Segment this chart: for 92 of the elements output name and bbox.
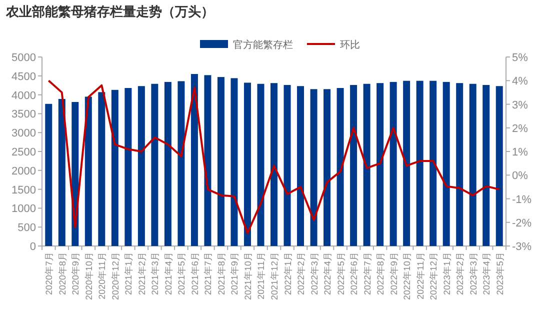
- bar: [416, 80, 424, 246]
- y2-tick-label: 2%: [512, 122, 528, 135]
- x-tick-label: 2020年7月: [44, 252, 54, 296]
- x-tick-label: 2022年5月: [336, 252, 346, 296]
- bar: [138, 86, 145, 246]
- bar: [217, 77, 224, 246]
- bar: [124, 88, 132, 246]
- bar: [284, 84, 291, 246]
- y-tick-label: 500: [18, 222, 36, 234]
- bar: [324, 89, 331, 246]
- y2-tick-label: -3%: [512, 241, 532, 253]
- y2-tick-label: 4%: [512, 76, 528, 88]
- x-tick-label: 2021年7月: [203, 252, 214, 296]
- bar: [244, 82, 251, 246]
- bar: [204, 75, 212, 246]
- x-tick-label: 2023年3月: [468, 252, 478, 296]
- x-tick-label: 2021年9月: [230, 252, 240, 296]
- bar: [98, 92, 106, 246]
- bar: [363, 84, 370, 246]
- y-tick-label: 1000: [12, 203, 36, 216]
- x-tick-label: 2022年2月: [296, 252, 306, 296]
- y-tick-label: 5000: [12, 52, 36, 64]
- y-tick-label: 2000: [12, 165, 36, 178]
- x-tick-label: 2022年10月: [402, 252, 412, 300]
- bar: [151, 84, 158, 246]
- y2-tick-label: 5%: [512, 52, 528, 64]
- x-tick-label: 2022年9月: [388, 252, 399, 296]
- x-tick-label: 2020年11月: [97, 252, 108, 300]
- y-tick-label: 3500: [12, 108, 36, 121]
- x-tick-label: 2021年4月: [163, 252, 174, 296]
- x-tick-label: 2022年1月: [282, 252, 293, 296]
- x-tick-label: 2022年12月: [428, 252, 439, 300]
- bar: [390, 82, 397, 246]
- x-tick-label: 2021年2月: [136, 252, 147, 296]
- bar: [257, 84, 264, 246]
- y2-tick-label: 3%: [512, 99, 528, 112]
- bar: [442, 82, 450, 246]
- y-tick-label: 2500: [12, 146, 36, 158]
- x-tick-label: 2021年10月: [242, 252, 253, 300]
- x-tick-label: 2021年1月: [124, 252, 134, 296]
- x-tick-label: 2021年12月: [270, 252, 280, 300]
- y-tick-label: 1500: [12, 184, 36, 196]
- bar: [190, 74, 198, 246]
- x-tick-label: 2021年3月: [150, 252, 160, 296]
- bar: [469, 84, 476, 246]
- x-tick-label: 2020年10月: [84, 252, 94, 300]
- y-tick-label: 4000: [12, 90, 36, 102]
- bar: [164, 82, 172, 246]
- bar: [111, 90, 118, 246]
- x-tick-label: 2022年7月: [362, 252, 372, 296]
- x-tick-label: 2022年4月: [322, 252, 333, 296]
- bar: [310, 89, 318, 246]
- legend-label: 环比: [340, 39, 360, 51]
- bar: [297, 86, 304, 246]
- x-tick-label: 2020年9月: [70, 252, 81, 296]
- x-tick-label: 2023年1月: [442, 252, 452, 296]
- bar: [456, 83, 464, 246]
- bar: [270, 83, 278, 246]
- bar: [45, 104, 52, 246]
- y2-tick-label: -2%: [512, 217, 532, 230]
- bar: [84, 96, 92, 246]
- legend-label: 官方能繁存栏: [233, 39, 293, 51]
- bar: [496, 86, 503, 246]
- bar: [376, 83, 384, 246]
- bar: [336, 88, 344, 246]
- x-tick-label: 2021年6月: [190, 252, 200, 296]
- x-tick-label: 2021年5月: [176, 252, 187, 296]
- x-tick-label: 2022年8月: [376, 252, 386, 296]
- x-tick-label: 2022年11月: [415, 252, 426, 300]
- y2-tick-label: 0%: [512, 170, 528, 182]
- x-tick-label: 2020年12月: [110, 252, 120, 300]
- bar: [430, 80, 437, 246]
- bar: [403, 80, 410, 246]
- x-tick-label: 2022年3月: [309, 252, 320, 296]
- bar: [350, 84, 358, 246]
- bar: [482, 84, 490, 246]
- title: 农业部能繁母猪存栏量走势（万头）: [6, 4, 214, 19]
- bar: [58, 98, 66, 246]
- x-tick-label: 2023年5月: [494, 252, 505, 296]
- x-tick-label: 2023年4月: [482, 252, 492, 296]
- y2-tick-label: -1%: [512, 194, 532, 206]
- y-tick-label: 3000: [12, 128, 36, 140]
- y2-tick-label: 1%: [512, 146, 528, 158]
- x-tick-label: 2021年11月: [256, 252, 266, 300]
- bar: [178, 81, 185, 246]
- y-tick-label: 4500: [12, 70, 36, 83]
- x-tick-label: 2020年8月: [57, 252, 68, 296]
- x-tick-label: 2023年2月: [455, 252, 466, 296]
- x-tick-label: 2021年8月: [216, 252, 226, 296]
- x-tick-label: 2022年6月: [349, 252, 360, 296]
- y-tick-label: 0: [30, 241, 36, 253]
- bar: [230, 78, 238, 246]
